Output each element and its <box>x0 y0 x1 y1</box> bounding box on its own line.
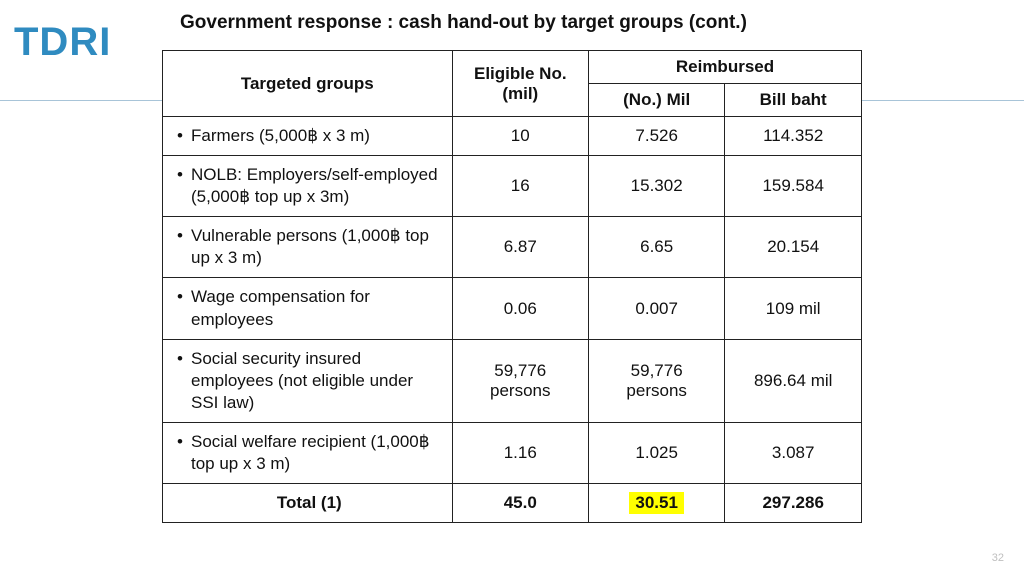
cell-group-text: Farmers (5,000฿ x 3 m) <box>191 125 442 147</box>
cell-group: •Social security insured employees (not … <box>163 339 453 422</box>
table-row: •Farmers (5,000฿ x 3 m)107.526114.352 <box>163 117 862 156</box>
cell-group: •Wage compensation for employees <box>163 278 453 339</box>
th-targeted-groups: Targeted groups <box>163 51 453 117</box>
cell-eligible: 6.87 <box>452 217 588 278</box>
table-row: •Wage compensation for employees0.060.00… <box>163 278 862 339</box>
cell-total-eligible: 45.0 <box>452 484 588 523</box>
cell-no-mil: 1.025 <box>588 422 724 483</box>
cell-group: •NOLB: Employers/self-employed (5,000฿ t… <box>163 156 453 217</box>
cell-group-text: Wage compensation for employees <box>191 286 442 330</box>
cell-bill: 114.352 <box>725 117 862 156</box>
bullet-icon: • <box>177 164 191 185</box>
bullet-icon: • <box>177 286 191 307</box>
cell-no-mil: 6.65 <box>588 217 724 278</box>
cell-no-mil: 0.007 <box>588 278 724 339</box>
cash-handout-table: Targeted groups Eligible No. (mil) Reimb… <box>162 50 862 523</box>
cell-group-text: Social security insured employees (not e… <box>191 348 442 414</box>
cell-group-text: Vulnerable persons (1,000฿ top up x 3 m) <box>191 225 442 269</box>
cell-bill: 159.584 <box>725 156 862 217</box>
page-number: 32 <box>992 552 1004 564</box>
bullet-icon: • <box>177 431 191 452</box>
cell-bill: 896.64 mil <box>725 339 862 422</box>
cell-group: •Social welfare recipient (1,000฿ top up… <box>163 422 453 483</box>
th-reimbursed: Reimbursed <box>588 51 861 84</box>
cell-total-no-mil: 30.51 <box>588 484 724 523</box>
cell-no-mil: 15.302 <box>588 156 724 217</box>
th-no-mil: (No.) Mil <box>588 84 724 117</box>
table-row: •Social security insured employees (not … <box>163 339 862 422</box>
table-row: •Social welfare recipient (1,000฿ top up… <box>163 422 862 483</box>
cell-bill: 20.154 <box>725 217 862 278</box>
cell-eligible: 16 <box>452 156 588 217</box>
cell-no-mil: 7.526 <box>588 117 724 156</box>
cell-eligible: 10 <box>452 117 588 156</box>
th-bill-baht: Bill baht <box>725 84 862 117</box>
slide-title: Government response : cash hand-out by t… <box>180 12 880 34</box>
table-row: •Vulnerable persons (1,000฿ top up x 3 m… <box>163 217 862 278</box>
bullet-icon: • <box>177 125 191 146</box>
tdri-logo: TDRI <box>14 22 111 62</box>
th-eligible: Eligible No. (mil) <box>452 51 588 117</box>
cell-total-label: Total (1) <box>163 484 453 523</box>
table-row: •NOLB: Employers/self-employed (5,000฿ t… <box>163 156 862 217</box>
bullet-icon: • <box>177 225 191 246</box>
table-total-row: Total (1)45.0 30.51 297.286 <box>163 484 862 523</box>
cell-group-text: NOLB: Employers/self-employed (5,000฿ to… <box>191 164 442 208</box>
cell-group-text: Social welfare recipient (1,000฿ top up … <box>191 431 442 475</box>
highlighted-value: 30.51 <box>629 492 684 514</box>
cell-bill: 3.087 <box>725 422 862 483</box>
cell-eligible: 1.16 <box>452 422 588 483</box>
cell-group: •Vulnerable persons (1,000฿ top up x 3 m… <box>163 217 453 278</box>
cell-eligible: 0.06 <box>452 278 588 339</box>
cell-eligible: 59,776 persons <box>452 339 588 422</box>
bullet-icon: • <box>177 348 191 369</box>
cell-group: •Farmers (5,000฿ x 3 m) <box>163 117 453 156</box>
cell-bill: 109 mil <box>725 278 862 339</box>
cell-total-bill: 297.286 <box>725 484 862 523</box>
cell-no-mil: 59,776 persons <box>588 339 724 422</box>
